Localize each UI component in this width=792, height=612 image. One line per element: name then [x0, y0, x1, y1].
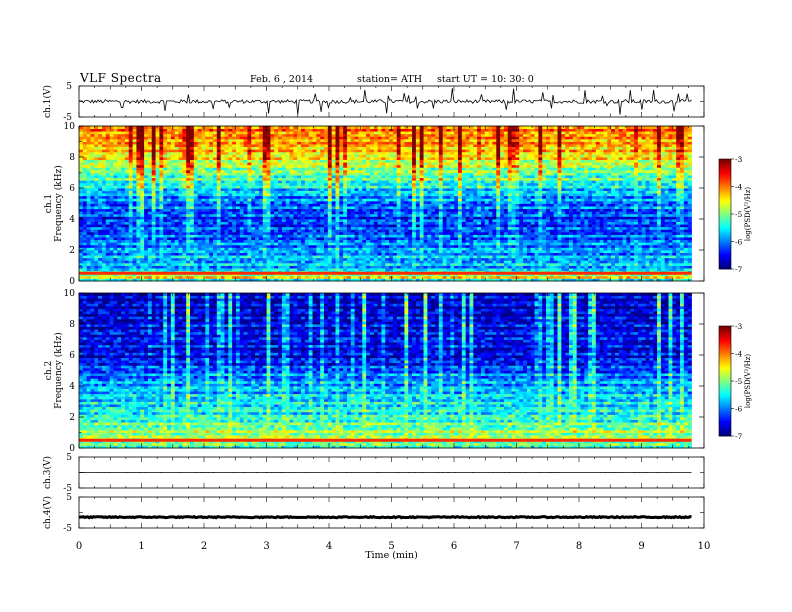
ch1-spec-ylabel-channel: ch.1 — [44, 194, 54, 213]
ch1-spec-ylabel: Frequency (kHz) — [53, 165, 64, 242]
ch2-spec-image — [79, 293, 692, 449]
y-tick-label: 0 — [69, 277, 75, 287]
x-tick-label: 10 — [698, 541, 711, 552]
x-tick-label: 7 — [513, 541, 519, 552]
x-tick-label: 5 — [388, 541, 394, 552]
colorbar-tick-label: -5 — [735, 210, 743, 219]
ch1-spec-image — [79, 126, 692, 282]
colorbar-tick-label: -6 — [735, 405, 743, 414]
y-tick-label: 5 — [66, 453, 72, 463]
chart-title: VLF Spectra — [80, 71, 162, 85]
colorbar-tick-label: -4 — [735, 350, 743, 359]
ch1-spec-colorbar-label: log(PSD(V²/Hz) — [744, 187, 752, 242]
colorbar-tick-label: -6 — [735, 238, 743, 247]
y-tick-label: -5 — [63, 484, 72, 494]
y-tick-label: 4 — [69, 215, 75, 225]
y-tick-label: 10 — [64, 289, 76, 299]
ch4-wave-trace — [78, 514, 692, 520]
x-tick-label: 9 — [638, 541, 644, 552]
y-tick-label: -5 — [63, 524, 72, 534]
ch1-spec-low-band — [79, 271, 692, 275]
colorbar-tick-label: -7 — [735, 432, 743, 441]
x-tick-label: 2 — [201, 541, 207, 552]
ch1-wave-ylabel: ch.1(V) — [42, 85, 53, 118]
ch2-spec-colorbar-label: log(PSD(V²/Hz) — [744, 354, 752, 409]
x-tick-label: 1 — [138, 541, 144, 552]
y-tick-label: 6 — [69, 184, 75, 194]
colorbar-tick-label: -7 — [735, 265, 743, 274]
y-tick-label: 2 — [69, 413, 75, 423]
y-tick-label: 2 — [69, 246, 75, 256]
y-tick-label: 4 — [69, 382, 75, 392]
x-tick-label: 3 — [263, 541, 269, 552]
y-tick-label: 5 — [66, 82, 72, 92]
x-tick-label: 0 — [76, 541, 82, 552]
y-tick-label: 6 — [69, 351, 75, 361]
ch2-spec-ylabel: Frequency (kHz) — [53, 332, 64, 409]
y-tick-label: 5 — [66, 493, 72, 503]
y-tick-label: 10 — [64, 122, 76, 132]
ch4-wave-ylabel: ch.4(V) — [42, 496, 53, 529]
station-label: station= ATH — [357, 74, 422, 85]
colorbar-tick-label: -5 — [735, 377, 743, 386]
colorbar-tick-label: -4 — [735, 183, 743, 192]
y-tick-label: 8 — [69, 320, 75, 330]
ch1-spec-colorbar — [719, 159, 731, 270]
ch1-wave-trace — [78, 88, 692, 115]
colorbar-tick-label: -3 — [735, 155, 743, 164]
x-tick-label: 6 — [451, 541, 457, 552]
ch3-wave-ylabel: ch.3(V) — [42, 456, 53, 489]
start-time-label: start UT = 10: 30: 0 — [437, 74, 534, 85]
y-tick-label: -5 — [63, 113, 72, 123]
x-tick-label: 4 — [326, 541, 332, 552]
date-label: Feb. 6 , 2014 — [250, 74, 314, 85]
y-tick-label: 8 — [69, 153, 75, 163]
ch2-spec-low-band — [79, 438, 692, 442]
ch2-spec-colorbar — [719, 326, 731, 437]
x-tick-label: 8 — [576, 541, 582, 552]
x-axis-label: Time (min) — [365, 550, 418, 561]
y-tick-label: 0 — [69, 444, 75, 454]
ch2-spec-ylabel-channel: ch.2 — [44, 361, 54, 380]
colorbar-tick-label: -3 — [735, 322, 743, 331]
